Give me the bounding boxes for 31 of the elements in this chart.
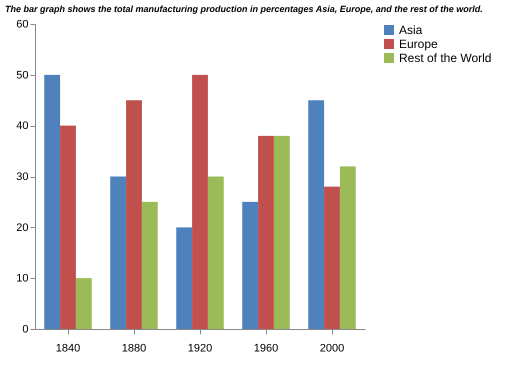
y-tick-label: 20 <box>16 222 28 234</box>
bar <box>142 202 158 329</box>
y-tick-label: 30 <box>16 171 28 183</box>
bar <box>258 136 274 329</box>
legend-label: Europe <box>399 37 438 51</box>
bar <box>44 74 60 329</box>
x-tick-label: 1880 <box>122 342 146 354</box>
y-tick-label: 50 <box>16 69 28 82</box>
bar <box>176 227 192 329</box>
bar <box>208 176 224 329</box>
y-tick-label: 0 <box>22 324 28 336</box>
x-tick-label: 1960 <box>254 342 278 354</box>
x-tick-label: 2000 <box>320 342 344 354</box>
y-tick-label: 60 <box>16 18 28 30</box>
bar <box>242 202 258 329</box>
bar <box>76 278 92 329</box>
y-tick-label: 40 <box>16 120 28 132</box>
bar <box>274 136 290 329</box>
y-tick-label: 10 <box>16 272 28 285</box>
bar <box>308 100 324 329</box>
chart-title: The bar graph shows the total manufacturing production in percentages Asia, Europe, and the rest of the world. <box>5 4 483 14</box>
x-tick-label: 1920 <box>188 342 212 354</box>
bar <box>340 166 356 329</box>
bar <box>324 186 340 329</box>
bar <box>192 74 208 329</box>
x-tick-label: 1840 <box>56 342 80 354</box>
bar <box>126 100 142 329</box>
legend-label: Asia <box>399 23 423 37</box>
bar <box>110 176 126 329</box>
legend-label: Rest of the World <box>399 51 492 65</box>
bar <box>60 126 76 329</box>
